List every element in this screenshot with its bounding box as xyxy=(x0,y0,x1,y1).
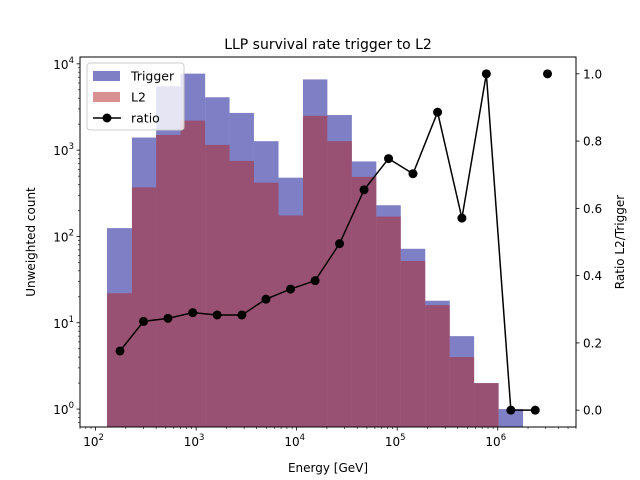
ratio-point xyxy=(188,308,198,318)
hist-bar-l2 xyxy=(180,120,206,427)
hist-bar-l2 xyxy=(327,141,352,428)
hist-bar-trigger xyxy=(498,409,524,427)
hist-bar-l2 xyxy=(131,187,157,427)
y-tick-label: 100 xyxy=(53,401,74,417)
hist-bar-l2 xyxy=(156,134,181,427)
axes-layer: 102 103 104 105 106 100 101 102 103 104 0.0 0.2 0.4 0… xyxy=(53,56,602,449)
hist-bar-l2 xyxy=(400,260,426,427)
ratio-point xyxy=(506,405,516,415)
legend-swatch-l2 xyxy=(93,92,120,102)
ratio-point xyxy=(261,294,271,304)
y2-tick-label: 0.0 xyxy=(583,404,602,418)
hist-series-l2 xyxy=(107,115,499,428)
hist-bar-l2 xyxy=(425,305,450,427)
ratio-point xyxy=(163,313,173,323)
ratio-point xyxy=(310,276,320,286)
legend: Trigger L2 ratio xyxy=(86,62,185,131)
histogram-layer xyxy=(107,73,524,428)
hist-bar-l2 xyxy=(351,176,377,427)
legend-label-trigger: Trigger xyxy=(130,69,175,84)
x-tick-label: 104 xyxy=(284,433,305,449)
legend-swatch-trigger xyxy=(93,71,120,81)
ratio-point xyxy=(543,69,553,79)
ratio-point xyxy=(115,346,125,356)
y2-axis-label: Ratio L2/Trigger xyxy=(613,195,627,289)
legend-label-l2: L2 xyxy=(131,90,146,105)
hist-bar-l2 xyxy=(229,160,254,427)
ratio-point xyxy=(237,310,247,320)
hist-bar-l2 xyxy=(107,293,132,427)
x-tick-label: 103 xyxy=(184,433,205,449)
hist-bar-l2 xyxy=(302,115,328,427)
chart-title: LLP survival rate trigger to L2 xyxy=(224,37,432,53)
hist-bar-l2 xyxy=(278,215,303,427)
ratio-point xyxy=(408,169,418,179)
y-tick-label: 101 xyxy=(53,315,74,331)
y-tick-label: 102 xyxy=(53,228,74,244)
legend-swatch-marker xyxy=(102,113,112,123)
hist-bar-l2 xyxy=(205,144,230,427)
x-tick-label: 102 xyxy=(83,433,104,449)
hist-bar-l2 xyxy=(376,216,401,427)
ratio-point xyxy=(457,213,467,223)
y-tick-label: 103 xyxy=(53,142,74,158)
ratio-point xyxy=(335,239,345,249)
y2-tick-label: 1.0 xyxy=(583,67,602,81)
y-axis-label: Unweighted count xyxy=(24,187,38,297)
ratio-point xyxy=(286,284,296,294)
y2-tick-label: 0.6 xyxy=(583,202,602,216)
y2-tick-label: 0.2 xyxy=(583,336,602,350)
legend-label-ratio: ratio xyxy=(131,111,160,126)
ratio-point xyxy=(384,154,394,164)
ratio-point xyxy=(139,316,149,326)
y2-tick-label: 0.8 xyxy=(583,135,602,149)
x-tick-label: 105 xyxy=(385,433,406,449)
ratio-point xyxy=(212,310,222,320)
ratio-point xyxy=(359,185,369,195)
plot-frame xyxy=(79,56,577,428)
x-axis-label: Energy [GeV] xyxy=(288,461,368,475)
hist-bar-l2 xyxy=(474,383,499,427)
ratio-point xyxy=(481,69,491,79)
ratio-point xyxy=(433,107,443,117)
x-tick-label: 106 xyxy=(485,433,506,449)
ratio-point xyxy=(530,405,540,415)
y2-tick-label: 0.4 xyxy=(583,269,602,283)
hist-bar-l2 xyxy=(449,357,475,427)
ratio-layer xyxy=(115,69,553,415)
y-tick-label: 104 xyxy=(53,56,74,72)
